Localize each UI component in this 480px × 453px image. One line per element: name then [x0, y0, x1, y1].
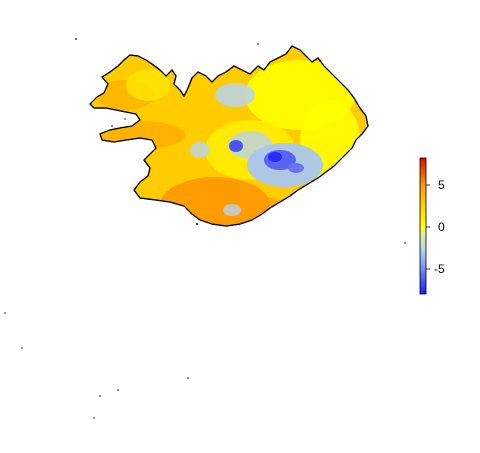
island-dot [75, 38, 77, 40]
colorbar-fill [419, 157, 427, 295]
cool-zone-langjokull [190, 142, 210, 158]
island-dot [4, 312, 6, 314]
island-dot [111, 125, 113, 127]
colorbar-label-0: 0 [438, 220, 445, 234]
iceland-landmass [89, 45, 369, 227]
cold-zone-vatnajokull-arm [288, 163, 304, 173]
island-dot [124, 118, 126, 120]
colorbar-label-5: 5 [438, 178, 445, 192]
iceland-coastline [89, 45, 369, 227]
cool-zone-north [215, 83, 255, 107]
colorbar-label-minus5: -5 [434, 262, 445, 276]
island-dot [21, 347, 23, 349]
island-dot [404, 242, 406, 244]
island-dot [257, 43, 259, 45]
temperature-field [95, 60, 360, 226]
warm-zone-west [95, 121, 185, 149]
outlying-islands [4, 38, 406, 419]
colorbar [419, 157, 430, 295]
island-dot [93, 417, 95, 419]
island-dot [99, 395, 101, 397]
island-dot [117, 389, 119, 391]
island-dot [196, 223, 198, 225]
island-dot [187, 377, 189, 379]
cold-zone-vatnajokull-core [268, 152, 282, 162]
mild-zone-westfjords [126, 69, 170, 101]
cool-zone-south [223, 204, 241, 216]
cold-zone-hofsjokull [229, 140, 243, 152]
